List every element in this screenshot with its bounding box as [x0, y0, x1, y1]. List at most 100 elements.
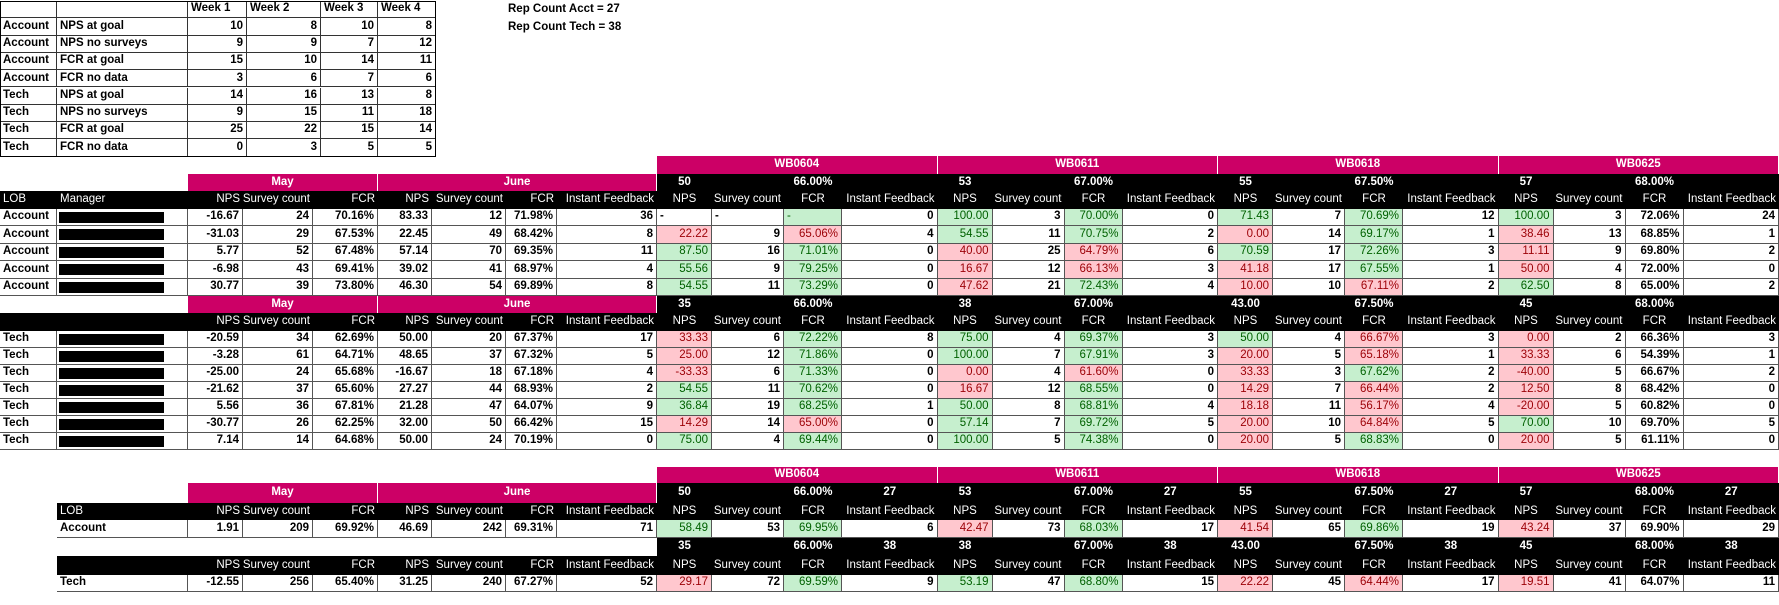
- top-table-lob[interactable]: Tech: [0, 87, 57, 105]
- column-header-instant[interactable]: Instant Feedback: [557, 503, 657, 520]
- top-table-header[interactable]: [57, 1, 188, 19]
- top-table-lob[interactable]: Tech: [0, 122, 57, 140]
- top-table-value[interactable]: 18: [378, 104, 436, 123]
- column-header-fcr[interactable]: FCR: [313, 503, 378, 520]
- column-header-nps[interactable]: NPS: [188, 556, 243, 575]
- column-header-survey[interactable]: Survey count: [432, 191, 506, 209]
- column-header-instant[interactable]: Instant Feedback: [842, 503, 938, 520]
- column-header-survey[interactable]: Survey count: [992, 556, 1065, 575]
- column-header-nps[interactable]: NPS: [937, 556, 993, 575]
- column-header-survey[interactable]: Survey count: [1553, 556, 1626, 575]
- column-header-nps[interactable]: NPS: [657, 191, 712, 209]
- column-header-survey[interactable]: Survey count: [1273, 313, 1345, 331]
- top-table-header[interactable]: Week 3: [321, 1, 378, 19]
- column-header-lob[interactable]: LOB: [0, 191, 60, 209]
- column-header-fcr[interactable]: FCR: [1625, 313, 1684, 331]
- column-header-survey[interactable]: Survey count: [243, 503, 313, 520]
- column-header-instant[interactable]: Instant Feedback: [1403, 503, 1499, 520]
- column-header-fcr[interactable]: FCR: [313, 313, 378, 331]
- top-table-value[interactable]: 11: [321, 104, 378, 123]
- column-header-survey[interactable]: Survey count: [1273, 556, 1345, 575]
- column-header-nps[interactable]: NPS: [1498, 503, 1554, 520]
- top-table-metric[interactable]: NPS at goal: [57, 18, 188, 36]
- top-table-value[interactable]: 15: [247, 104, 321, 123]
- column-header-survey[interactable]: Survey count: [992, 503, 1065, 520]
- column-header-nps[interactable]: NPS: [1218, 313, 1273, 331]
- top-table-value[interactable]: 6: [378, 70, 436, 88]
- column-header-instant[interactable]: Instant Feedback: [1122, 313, 1218, 331]
- column-header-instant[interactable]: Instant Feedback: [842, 556, 938, 575]
- column-header-nps[interactable]: NPS: [188, 313, 243, 331]
- column-header-fcr[interactable]: FCR: [506, 191, 557, 209]
- top-table-metric[interactable]: FCR no data: [57, 70, 188, 88]
- top-table-value[interactable]: 25: [188, 122, 247, 140]
- top-table-value[interactable]: 15: [188, 52, 247, 71]
- top-table-metric[interactable]: FCR no data: [57, 139, 188, 157]
- column-header-survey[interactable]: Survey count: [432, 313, 506, 331]
- top-table-value[interactable]: 10: [188, 18, 247, 36]
- top-table-metric[interactable]: NPS no surveys: [57, 35, 188, 53]
- column-header-fcr[interactable]: FCR: [1625, 556, 1684, 575]
- column-header-fcr[interactable]: FCR: [1625, 503, 1684, 520]
- column-header-survey[interactable]: Survey count: [432, 556, 506, 575]
- column-header-nps[interactable]: NPS: [937, 503, 993, 520]
- top-table-header[interactable]: Week 4: [378, 1, 436, 19]
- top-table-value[interactable]: 3: [247, 139, 321, 157]
- column-header-survey[interactable]: Survey count: [1553, 503, 1626, 520]
- top-table-value[interactable]: 12: [378, 35, 436, 53]
- column-header-survey[interactable]: Survey count: [712, 191, 784, 209]
- top-table-value[interactable]: 9: [188, 104, 247, 123]
- top-table-value[interactable]: 10: [321, 18, 378, 36]
- top-table-header[interactable]: Week 1: [188, 1, 247, 19]
- top-table-lob[interactable]: Account: [0, 52, 57, 71]
- column-header-fcr[interactable]: FCR: [1345, 556, 1403, 575]
- column-header-instant[interactable]: Instant Feedback: [1683, 556, 1779, 575]
- column-header-fcr[interactable]: FCR: [1345, 191, 1403, 209]
- top-table-metric[interactable]: FCR at goal: [57, 122, 188, 140]
- column-header-fcr[interactable]: FCR: [1064, 191, 1123, 209]
- column-header-nps[interactable]: NPS: [378, 503, 432, 520]
- top-table-metric[interactable]: NPS no surveys: [57, 104, 188, 123]
- top-table-value[interactable]: 16: [247, 87, 321, 105]
- column-header-survey[interactable]: Survey count: [243, 313, 313, 331]
- top-table-lob[interactable]: Tech: [0, 104, 57, 123]
- top-table-lob[interactable]: Account: [0, 18, 57, 36]
- column-header-nps[interactable]: NPS: [1218, 556, 1273, 575]
- top-table-metric[interactable]: FCR at goal: [57, 52, 188, 71]
- column-header-instant[interactable]: Instant Feedback: [1122, 556, 1218, 575]
- column-header-nps[interactable]: NPS: [657, 313, 712, 331]
- column-header-fcr[interactable]: FCR: [506, 313, 557, 331]
- column-header-nps[interactable]: NPS: [1498, 556, 1554, 575]
- column-header-fcr[interactable]: FCR: [1064, 313, 1123, 331]
- column-header-instant[interactable]: Instant Feedback: [557, 191, 657, 209]
- top-table-value[interactable]: 14: [378, 122, 436, 140]
- top-table-value[interactable]: 0: [188, 139, 247, 157]
- column-header-nps[interactable]: NPS: [937, 313, 993, 331]
- column-header-lob[interactable]: LOB: [57, 503, 117, 520]
- column-header-nps[interactable]: NPS: [1218, 503, 1273, 520]
- top-table-lob[interactable]: Account: [0, 70, 57, 88]
- column-header-nps[interactable]: NPS: [378, 556, 432, 575]
- column-header-fcr[interactable]: FCR: [1064, 556, 1123, 575]
- top-table-value[interactable]: 9: [188, 35, 247, 53]
- top-table-value[interactable]: 22: [247, 122, 321, 140]
- column-header-fcr[interactable]: FCR: [506, 503, 557, 520]
- column-header-instant[interactable]: Instant Feedback: [1403, 313, 1499, 331]
- top-table-value[interactable]: 10: [247, 52, 321, 71]
- top-table-value[interactable]: 9: [247, 35, 321, 53]
- top-table-value[interactable]: 8: [378, 87, 436, 105]
- column-header-instant[interactable]: Instant Feedback: [1683, 313, 1779, 331]
- column-header-fcr[interactable]: FCR: [784, 191, 842, 209]
- top-table-lob[interactable]: Account: [0, 35, 57, 53]
- top-table-value[interactable]: 7: [321, 35, 378, 53]
- top-table-value[interactable]: 13: [321, 87, 378, 105]
- column-header-survey[interactable]: Survey count: [1273, 191, 1345, 209]
- top-table-value[interactable]: 11: [378, 52, 436, 71]
- column-header-survey[interactable]: Survey count: [432, 503, 506, 520]
- column-header-fcr[interactable]: FCR: [784, 556, 842, 575]
- top-table-value[interactable]: 7: [321, 70, 378, 88]
- column-header-survey[interactable]: Survey count: [992, 313, 1065, 331]
- column-header-nps[interactable]: NPS: [378, 313, 432, 331]
- column-header-survey[interactable]: Survey count: [1553, 191, 1626, 209]
- top-table-value[interactable]: 3: [188, 70, 247, 88]
